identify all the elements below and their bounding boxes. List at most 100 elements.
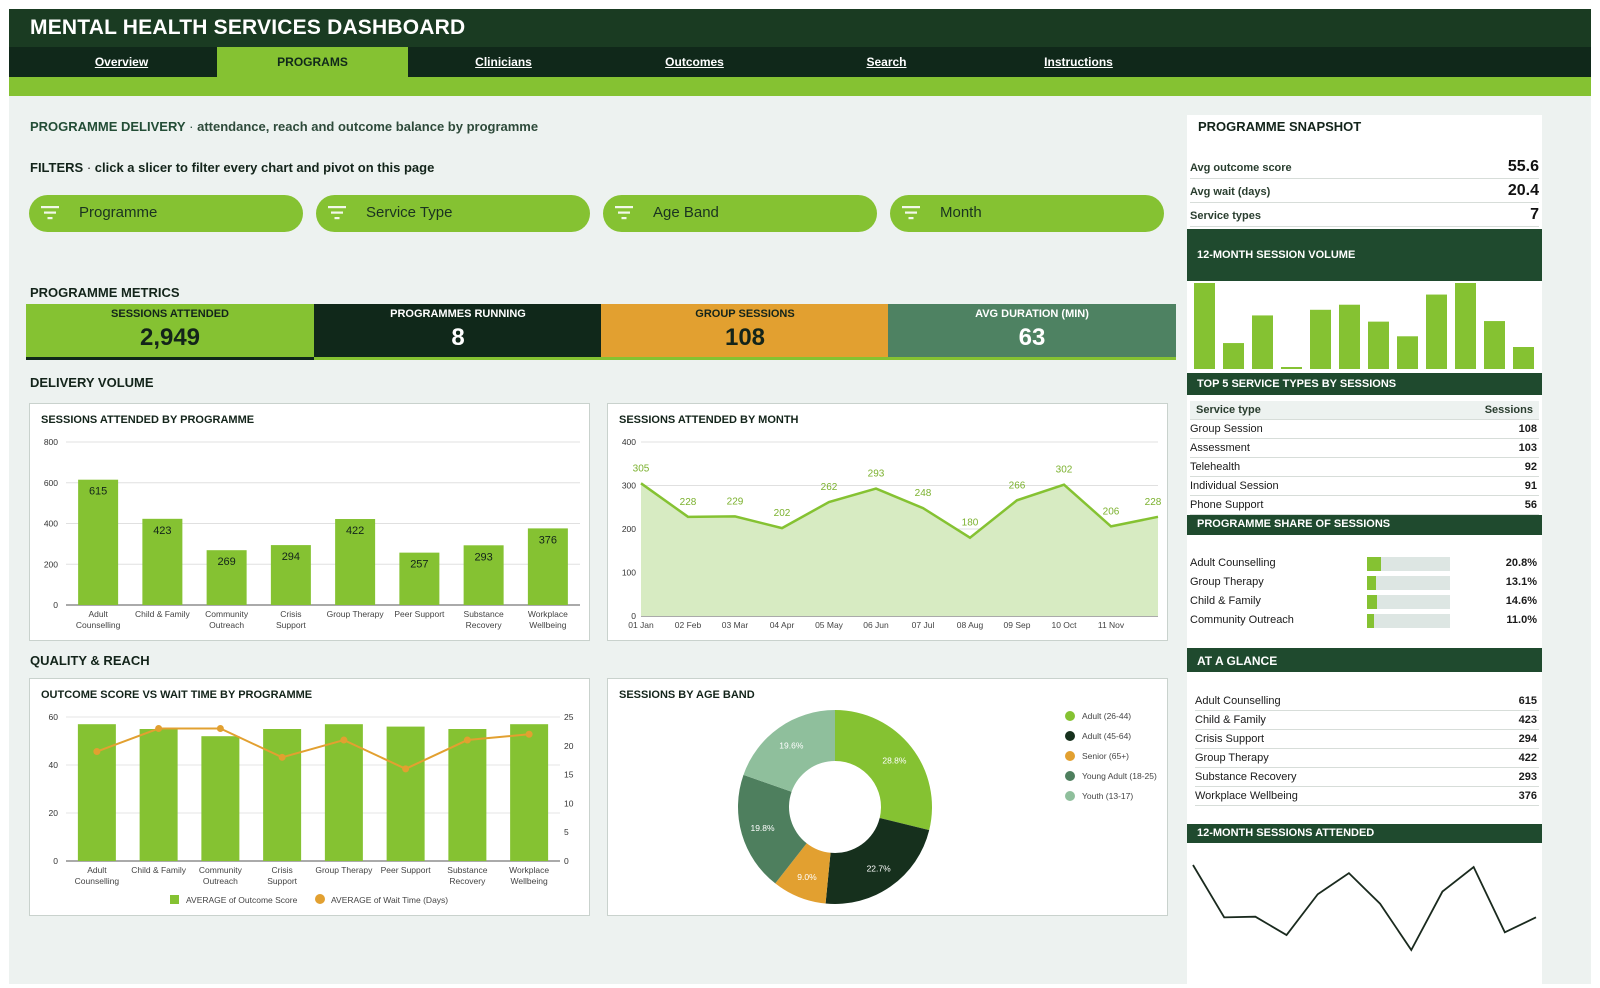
slicer-month[interactable]: Month	[890, 195, 1164, 232]
x-tick-label: Support	[276, 620, 306, 630]
line-point	[216, 725, 224, 733]
slice-label: 28.8%	[882, 755, 907, 765]
x-tick-label: 03 Mar	[722, 620, 749, 630]
legend-label: Adult (45-64)	[1082, 731, 1131, 741]
chart-sessions-by-month: 0 100 200 300 400 305 228 229 202 262 293 248 180 266…	[607, 403, 1168, 641]
legend-swatch	[1065, 771, 1075, 781]
data-label: 202	[774, 508, 791, 519]
bar	[399, 552, 440, 605]
glance-name: Adult Counselling	[1195, 695, 1281, 707]
legend-label: Youth (13-17)	[1082, 791, 1133, 801]
service-sessions: 103	[1518, 442, 1537, 454]
glance-row: Adult Counselling 615	[1195, 692, 1539, 711]
stat-value: 55.6	[1507, 158, 1539, 175]
x-tick-label: Recovery	[466, 620, 503, 630]
pie-slice	[835, 710, 932, 831]
bar	[510, 724, 549, 861]
tab-clinicians[interactable]: Clinicians	[475, 55, 532, 69]
spark-bar	[1339, 304, 1360, 369]
slicer-label: Month	[940, 204, 982, 221]
slicer-service-type[interactable]: Service Type	[316, 195, 590, 232]
data-label: 423	[153, 525, 171, 537]
tab-programs[interactable]: PROGRAMS	[217, 47, 408, 77]
slice-label: 22.7%	[867, 864, 892, 874]
kpi-value: 108	[724, 324, 766, 351]
spark-bar	[1513, 347, 1534, 369]
kpi-label: SESSIONS ATTENDED	[111, 308, 229, 320]
y2-tick-label: 0	[564, 856, 569, 866]
x-tick-label: Counselling	[76, 620, 121, 630]
glance-value: 422	[1518, 752, 1537, 764]
share-row: Community Outreach 11.0%	[1190, 611, 1539, 630]
y-tick-label: 200	[622, 524, 636, 534]
chart-title: SESSIONS ATTENDED BY PROGRAMME	[41, 414, 255, 426]
glance-value: 294	[1518, 733, 1537, 745]
spark-bar	[1310, 309, 1331, 369]
intro-subtitle: attendance, reach and outcome balance by…	[197, 119, 539, 134]
y2-tick-label: 5	[564, 827, 569, 837]
data-label: 180	[962, 518, 979, 529]
y-tick-label: 800	[44, 437, 58, 447]
pie-slice	[825, 817, 930, 904]
x-tick-label: 07 Jul	[912, 620, 935, 630]
spark-bar	[1281, 367, 1302, 369]
top5-header: TOP 5 SERVICE TYPES BY SESSIONS	[1187, 373, 1542, 395]
filters-hint: click a slicer to filter every chart and…	[94, 160, 435, 175]
filter-icon	[328, 206, 346, 220]
glance-row: Workplace Wellbeing 376	[1195, 787, 1539, 806]
filter-icon	[41, 206, 59, 220]
share-title: PROGRAMME SHARE OF SESSIONS	[1197, 518, 1391, 530]
tab-instructions[interactable]: Instructions	[1044, 55, 1113, 69]
share-row: Child & Family 14.6%	[1190, 592, 1539, 611]
service-sessions: 108	[1518, 423, 1537, 435]
tab-overview[interactable]: Overview	[94, 55, 149, 69]
glance-value: 615	[1518, 695, 1537, 707]
service-sessions: 92	[1524, 461, 1537, 473]
glance-name: Crisis Support	[1195, 733, 1265, 745]
spark-bar	[1426, 294, 1447, 369]
line-point	[463, 736, 471, 744]
glance-name: Substance Recovery	[1195, 771, 1297, 783]
slicer-programme[interactable]: Programme	[29, 195, 303, 232]
tab-search[interactable]: Search	[866, 55, 907, 69]
legend-label: AVERAGE of Outcome Score	[186, 895, 298, 905]
stat-value: 20.4	[1507, 182, 1539, 199]
x-tick-label: Adult	[88, 609, 108, 619]
volume-sparkbars	[1194, 283, 1534, 369]
accent-bar	[9, 77, 1591, 96]
attended-title: 12-MONTH SESSIONS ATTENDED	[1197, 827, 1375, 839]
pie-slice	[743, 710, 835, 792]
legend-swatch	[1065, 751, 1075, 761]
legend-swatch	[1065, 791, 1075, 801]
line-point	[278, 753, 286, 761]
volume-title: 12-MONTH SESSION VOLUME	[1197, 249, 1356, 261]
x-tick-label: Wellbeing	[511, 876, 548, 886]
line-point	[525, 730, 533, 738]
share-name: Community Outreach	[1190, 614, 1294, 626]
stat-row: Service types 7	[1190, 204, 1539, 227]
y-tick-label: 200	[44, 559, 58, 569]
table-row: Individual Session 91	[1190, 477, 1539, 496]
x-tick-label: Substance	[447, 865, 487, 875]
share-bar	[1367, 614, 1450, 628]
programme-snapshot-panel: PROGRAMME SNAPSHOT Avg outcome score 55.…	[1187, 115, 1542, 984]
pie-slice	[738, 774, 807, 884]
x-tick-label: Community	[205, 609, 249, 619]
data-label: 228	[1145, 497, 1162, 508]
share-bar	[1367, 557, 1450, 571]
bar	[463, 545, 504, 605]
series-line	[96, 727, 530, 770]
y-tick-label: 60	[49, 712, 59, 722]
legend-swatch	[1065, 711, 1075, 721]
slicer-age-band[interactable]: Age Band	[603, 195, 877, 232]
bar	[139, 729, 178, 861]
x-tick-label: 11 Nov	[1098, 620, 1125, 630]
table-row: Group Session 108	[1190, 420, 1539, 439]
y-tick-label: 300	[622, 481, 636, 491]
share-name: Group Therapy	[1190, 576, 1264, 588]
x-tick-label: Substance	[464, 609, 504, 619]
tab-outcomes[interactable]: Outcomes	[665, 55, 724, 69]
data-label: 229	[727, 496, 744, 507]
bar	[527, 528, 568, 605]
stat-label: Service types	[1190, 210, 1261, 222]
